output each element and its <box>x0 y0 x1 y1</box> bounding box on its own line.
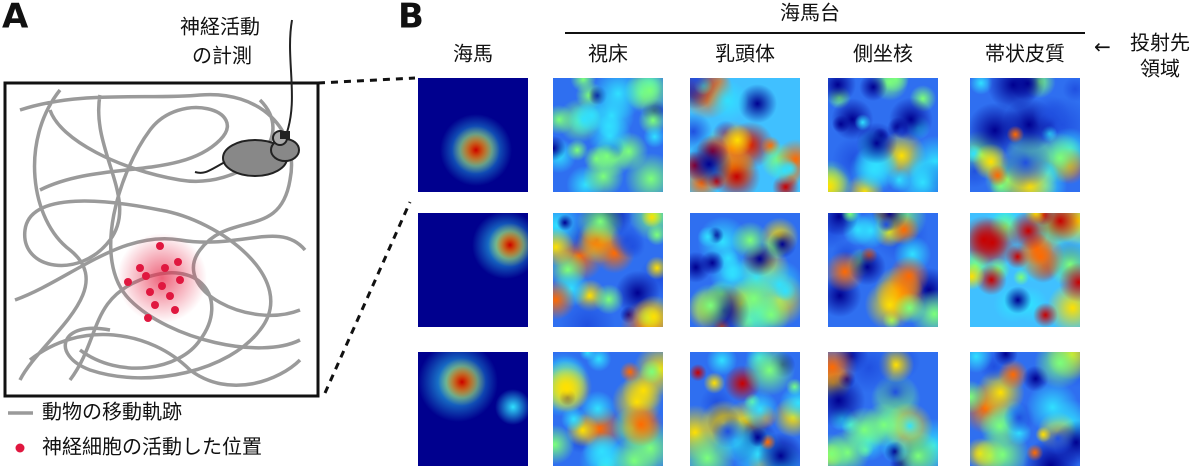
column-label: 帯状皮質 <box>985 42 1065 66</box>
heatmap <box>418 78 528 192</box>
heatmap <box>553 352 663 466</box>
heatmap <box>970 78 1080 192</box>
legend-label: 動物の移動軌跡 <box>42 400 182 424</box>
panel-label: B <box>398 0 424 37</box>
recording-label: 神経活動 <box>180 15 260 39</box>
mouse <box>194 19 300 177</box>
activity-field <box>117 233 207 323</box>
heatmap <box>690 78 800 192</box>
activity-dots <box>124 242 184 322</box>
column-label: 乳頭体 <box>715 42 775 66</box>
heatmap <box>970 352 1080 466</box>
heatmap <box>553 213 663 327</box>
column-label: 側坐核 <box>853 42 913 66</box>
legend-dot <box>15 443 25 453</box>
arrow: ← <box>1094 35 1111 59</box>
legend-label: 神経細胞の活動した位置 <box>42 435 262 459</box>
heatmap <box>690 213 800 327</box>
heatmap <box>970 213 1080 327</box>
column-label: 海馬 <box>453 42 493 66</box>
projection-label: 領域 <box>1140 57 1180 81</box>
zoom-lines <box>317 76 416 394</box>
recording-label: の計測 <box>192 44 252 68</box>
projection-label: 投射先 <box>1130 31 1190 55</box>
heatmap <box>418 213 528 327</box>
panel-label: A <box>2 0 29 37</box>
heatmap <box>553 78 663 192</box>
heatmap <box>418 352 528 466</box>
heatmap <box>690 352 800 466</box>
heatmap <box>828 352 938 466</box>
column-label: 視床 <box>588 42 628 66</box>
heatmap <box>828 78 938 192</box>
heatmap <box>828 213 938 327</box>
group-label: 海馬台 <box>780 1 840 25</box>
